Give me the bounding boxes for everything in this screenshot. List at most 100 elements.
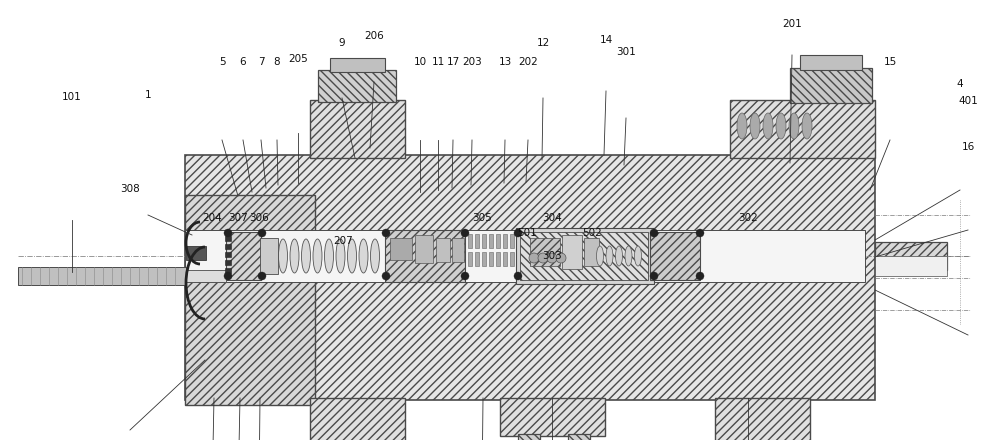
Bar xyxy=(510,252,514,266)
Ellipse shape xyxy=(290,239,299,273)
Circle shape xyxy=(650,272,658,280)
Ellipse shape xyxy=(359,239,368,273)
Bar xyxy=(584,238,599,266)
Circle shape xyxy=(224,272,232,280)
Bar xyxy=(530,238,560,266)
Text: 9: 9 xyxy=(339,38,345,48)
Bar xyxy=(489,234,493,248)
Bar xyxy=(562,235,582,269)
Text: 14: 14 xyxy=(599,35,613,45)
Bar xyxy=(520,232,648,280)
Bar xyxy=(489,252,493,266)
Bar xyxy=(500,398,605,436)
Circle shape xyxy=(461,229,469,237)
Bar xyxy=(496,234,500,248)
Text: 401: 401 xyxy=(958,96,978,106)
Text: 301: 301 xyxy=(616,47,636,57)
Circle shape xyxy=(650,229,658,237)
Text: 5: 5 xyxy=(219,57,225,66)
Text: 11: 11 xyxy=(431,57,445,66)
Bar xyxy=(225,268,231,273)
Ellipse shape xyxy=(606,246,613,266)
Ellipse shape xyxy=(616,246,622,266)
Bar xyxy=(510,234,514,248)
Bar xyxy=(186,246,206,260)
Bar xyxy=(260,238,278,274)
Bar xyxy=(318,70,396,102)
Bar xyxy=(518,434,540,440)
Bar xyxy=(185,230,865,282)
Text: 202: 202 xyxy=(518,57,538,66)
Ellipse shape xyxy=(324,239,334,273)
Text: 304: 304 xyxy=(542,213,562,223)
Text: 6: 6 xyxy=(240,57,246,66)
Bar xyxy=(225,244,231,249)
Text: 501: 501 xyxy=(517,228,537,238)
Ellipse shape xyxy=(596,246,604,266)
Circle shape xyxy=(258,229,266,237)
Bar xyxy=(482,234,486,248)
Bar xyxy=(452,238,464,262)
Bar xyxy=(568,434,590,440)
Bar xyxy=(875,256,947,276)
Bar xyxy=(225,260,231,265)
Text: 306: 306 xyxy=(249,213,269,223)
Bar xyxy=(468,234,472,248)
Ellipse shape xyxy=(336,239,345,273)
Ellipse shape xyxy=(278,239,288,273)
Ellipse shape xyxy=(635,246,642,266)
Bar xyxy=(310,398,405,440)
Ellipse shape xyxy=(625,246,632,266)
Bar xyxy=(225,236,231,241)
Text: 201: 201 xyxy=(782,19,802,29)
Bar xyxy=(468,252,472,266)
Ellipse shape xyxy=(750,113,760,139)
Ellipse shape xyxy=(789,113,799,139)
Bar xyxy=(225,252,231,257)
Bar xyxy=(390,238,412,260)
Text: 205: 205 xyxy=(288,54,308,63)
Circle shape xyxy=(382,272,390,280)
Text: 206: 206 xyxy=(364,31,384,41)
Text: 204: 204 xyxy=(202,213,222,223)
Text: 16: 16 xyxy=(961,143,975,152)
Text: 17: 17 xyxy=(446,57,460,66)
Bar xyxy=(226,232,261,280)
Bar xyxy=(503,252,507,266)
Circle shape xyxy=(514,229,522,237)
Circle shape xyxy=(547,253,557,263)
Bar xyxy=(790,68,872,103)
Bar xyxy=(310,100,405,158)
Circle shape xyxy=(258,272,266,280)
Text: 302: 302 xyxy=(738,213,758,223)
Bar xyxy=(715,398,810,440)
Bar xyxy=(18,267,186,285)
Ellipse shape xyxy=(313,239,322,273)
Bar xyxy=(800,55,862,70)
Text: 502: 502 xyxy=(582,228,602,238)
Text: 305: 305 xyxy=(472,213,492,223)
Ellipse shape xyxy=(737,113,747,139)
Text: 308: 308 xyxy=(120,184,140,194)
Text: 4: 4 xyxy=(957,79,963,88)
Bar xyxy=(436,238,450,262)
Bar xyxy=(875,242,947,270)
Text: 303: 303 xyxy=(542,251,562,261)
Circle shape xyxy=(382,229,390,237)
Bar xyxy=(516,228,654,284)
Circle shape xyxy=(529,253,539,263)
Ellipse shape xyxy=(302,239,310,273)
Text: 101: 101 xyxy=(62,92,82,102)
Text: 307: 307 xyxy=(228,213,248,223)
Text: 10: 10 xyxy=(413,57,427,66)
Bar xyxy=(475,234,479,248)
Text: 207: 207 xyxy=(333,236,353,246)
Bar xyxy=(875,262,947,270)
Ellipse shape xyxy=(802,113,812,139)
Circle shape xyxy=(224,229,232,237)
Text: 13: 13 xyxy=(498,57,512,66)
Text: 7: 7 xyxy=(258,57,264,66)
Circle shape xyxy=(514,272,522,280)
Circle shape xyxy=(538,253,548,263)
Text: 1: 1 xyxy=(145,90,151,99)
